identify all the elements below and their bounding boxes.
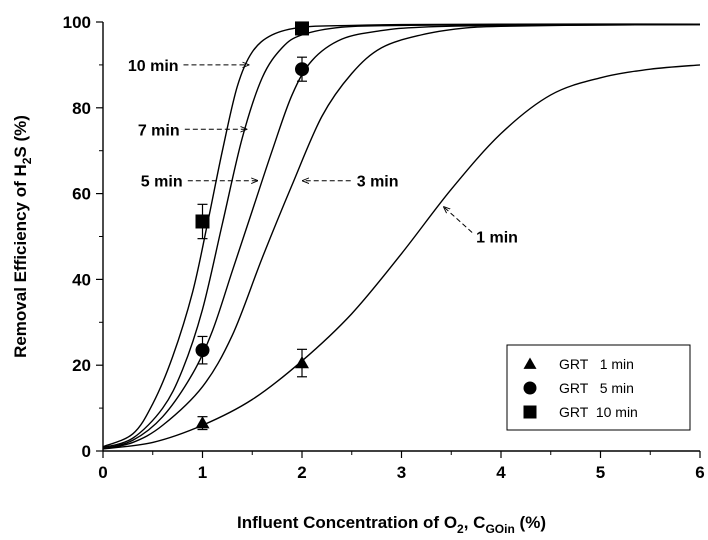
x-tick-label: 3 [397,463,406,482]
legend-entry-label: GRT 1 min [559,356,634,372]
triangle-marker [295,356,309,369]
y-tick-label: 20 [72,356,91,375]
legend-entry-label: GRT 5 min [559,380,634,396]
x-axis-label-part: (%) [515,513,546,532]
x-tick-label: 4 [496,463,506,482]
y-axis-label-part: 2 [20,157,34,164]
x-tick-label: 2 [297,463,306,482]
legend: GRT 1 min GRT 5 min GRT 10 min [506,344,691,431]
x-axis-label-part: 2 [457,522,464,536]
x-axis-label: Influent Concentration of O2, CGOin (%) [237,513,546,536]
x-tick-label: 1 [198,463,207,482]
y-tick-label: 0 [82,442,91,461]
x-axis-label-part: Influent Concentration of O [237,513,457,532]
x-tick-label: 0 [98,463,107,482]
y-axis-label-part: S (%) [11,115,30,158]
y-tick-label: 40 [72,270,91,289]
annotation-label: 7 min [138,122,180,139]
model-curve-3-min [102,23,701,450]
y-tick-label: 60 [72,185,91,204]
legend-box [506,344,691,431]
y-axis-label-part: Removal Efficiency of H [11,164,30,358]
square-marker [295,21,309,36]
circle-marker [195,343,210,358]
annotation-label: 5 min [141,174,183,191]
triangle-marker [195,416,210,429]
data-points-group [195,21,309,431]
curve-annotations-group: 10 min 7 min 5 min 3 min 1 min [128,58,518,247]
legend-entry-label: GRT 10 min [559,404,638,420]
x-axis-label-part: , C [464,513,486,532]
y-axis-label: Removal Efficiency of H2S (%) [11,115,34,358]
square-marker [523,405,537,419]
x-tick-label: 6 [695,463,704,482]
x-tick-label: 5 [596,463,605,482]
model-curve-5-min [102,23,701,450]
circle-marker [523,381,537,395]
triangle-marker [523,357,537,369]
annotation-label: 1 min [476,230,518,247]
model-curve-10-min [102,23,701,448]
y-tick-label: 100 [63,13,91,32]
annotation-label: 10 min [128,58,179,75]
circle-marker [295,62,309,77]
square-marker [195,214,210,229]
axis-labels-group: Influent Concentration of O2, CGOin (%)R… [11,115,546,536]
annotation-label: 3 min [357,174,399,191]
annotation-arrow [443,206,473,233]
y-tick-label: 80 [72,99,91,118]
x-axis-label-part: GOin [485,522,514,536]
